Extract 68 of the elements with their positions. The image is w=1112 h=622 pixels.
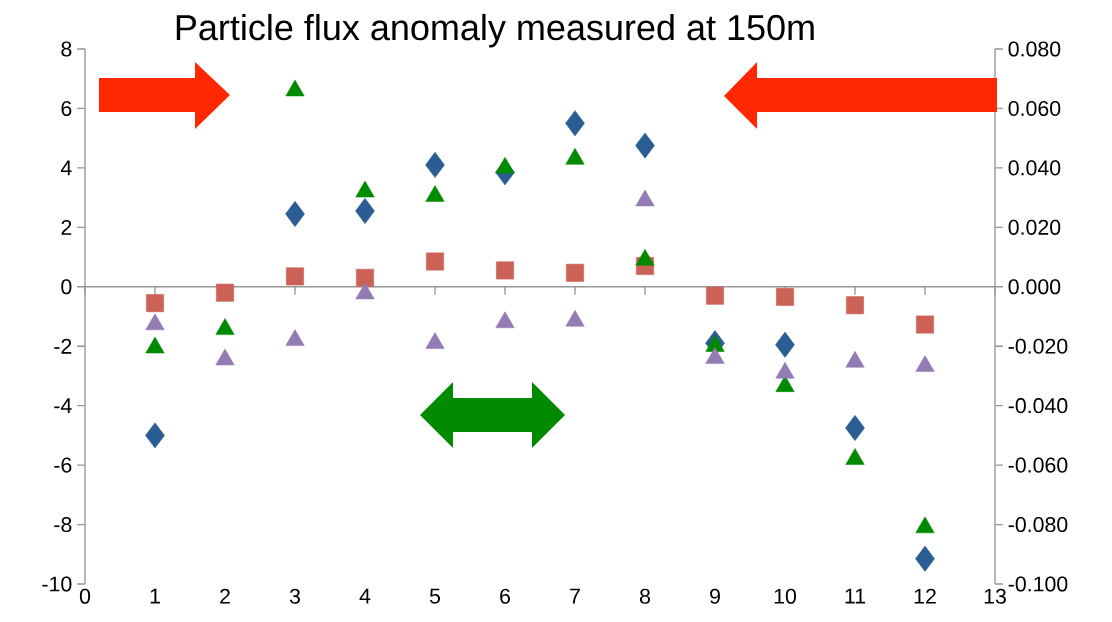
x-tick-label: 10 [774,588,797,604]
y2-tick-label: 0.000 [1008,279,1061,295]
point [286,267,304,286]
point [706,286,724,305]
point [215,348,235,366]
x-tick-label: 11 [845,588,866,604]
point [356,268,374,287]
point [915,516,935,534]
y-tick-label: -4 [54,398,72,414]
point [846,296,864,315]
x-tick-label: 13 [984,588,1006,604]
point [425,332,445,349]
point [426,252,444,271]
x-tick-label: 6 [500,588,510,604]
y2-tick-label: -0.100 [1008,576,1068,592]
y2-tick-label: 0.060 [1008,100,1061,116]
y2-tick-label: 0.040 [1008,160,1061,176]
point [635,249,655,266]
y-tick-label: 8 [61,41,72,57]
x-tick-label: 5 [429,588,441,604]
point [916,315,934,334]
y-tick-label: -8 [54,517,72,533]
chart-title: Particle flux anomaly measured at 150m [176,13,814,48]
y2-tick-label: 0.020 [1008,219,1061,235]
y-tick-label: -2 [54,338,72,354]
point [635,132,655,159]
point [705,347,725,364]
y-tick-label: -6 [54,457,72,473]
point [566,263,584,282]
y2-tick-label: -0.040 [1008,398,1068,414]
point [355,198,375,224]
point [146,294,164,313]
x-tick-label: 8 [640,588,651,604]
point [496,261,514,280]
y-tick-label: -10 [42,576,72,592]
y-tick-label: 6 [61,100,72,116]
point [775,362,795,379]
point [565,110,585,137]
y2-tick-label: 0.080 [1008,41,1061,57]
point [425,151,445,178]
y-tick-label: 2 [61,219,72,235]
point [145,336,165,354]
x-tick-label: 1 [150,588,160,604]
point [355,282,375,300]
x-tick-label: 4 [359,588,371,604]
x-tick-label: 12 [914,588,936,604]
point [145,313,165,331]
point [776,287,794,306]
point [775,331,795,358]
y2-tick-label: -0.020 [1008,338,1068,354]
point [845,351,865,368]
x-tick-label: 9 [710,588,720,604]
y2-tick-label: -0.080 [1008,517,1068,533]
point [215,318,235,335]
point [565,310,585,327]
y2-tick-label: -0.060 [1008,457,1068,473]
y-tick-label: 0 [61,279,72,295]
x-tick-label: 7 [570,588,580,604]
x-tick-label: 2 [220,588,230,604]
x-tick-label: 0 [79,588,91,604]
point [915,355,935,372]
point [495,311,515,329]
point [285,329,305,346]
point [845,448,865,465]
x-tick-label: 3 [289,588,300,604]
point [216,283,234,302]
y-tick-label: 4 [60,160,72,176]
point [285,201,305,227]
